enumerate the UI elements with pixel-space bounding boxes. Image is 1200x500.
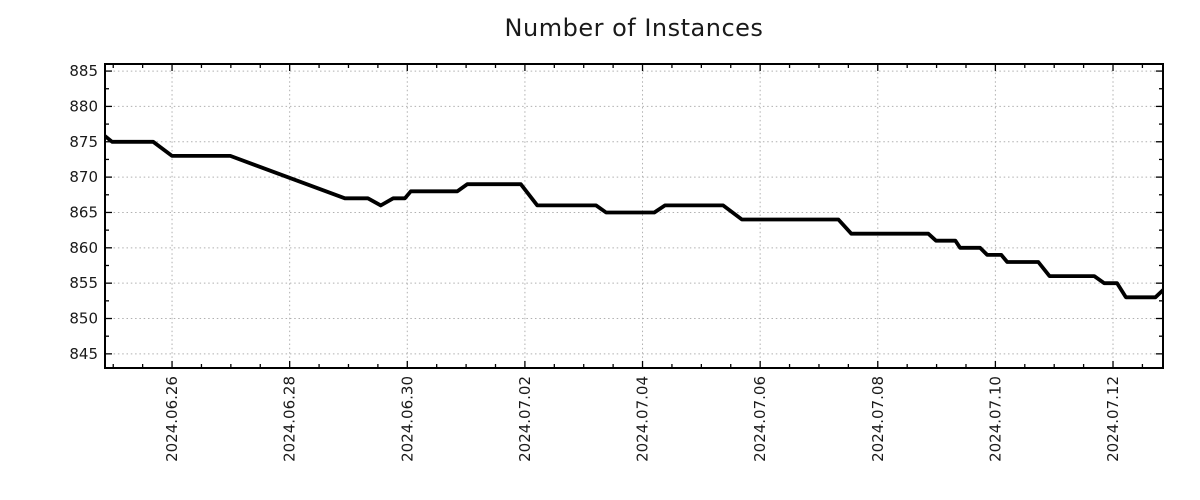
- y-tick-label: 870: [69, 168, 98, 186]
- plot-border: [104, 63, 1164, 369]
- x-tick-label: 2024.07.06: [751, 376, 769, 462]
- y-tick-label: 860: [69, 239, 98, 257]
- x-tick-label: 2024.07.02: [516, 376, 534, 462]
- x-tick-label: 2024.06.28: [281, 376, 299, 462]
- x-tick-label: 2024.07.10: [986, 376, 1004, 462]
- y-tick-label: 865: [69, 203, 98, 221]
- y-tick-label: 875: [69, 133, 98, 151]
- x-tick-label: 2024.07.08: [869, 376, 887, 462]
- x-tick-label: 2024.07.04: [634, 376, 652, 462]
- x-tick-label: 2024.07.12: [1104, 376, 1122, 462]
- y-tick-label: 845: [69, 345, 98, 363]
- y-tick-label: 850: [69, 310, 98, 328]
- data-line-instances: [105, 134, 1163, 300]
- x-tick-label: 2024.06.30: [398, 376, 416, 462]
- y-tick-label: 855: [69, 274, 98, 292]
- y-tick-label: 880: [69, 97, 98, 115]
- x-tick-label: 2024.06.26: [163, 376, 181, 462]
- chart-title: Number of Instances: [504, 14, 764, 42]
- y-tick-label: 885: [69, 62, 98, 80]
